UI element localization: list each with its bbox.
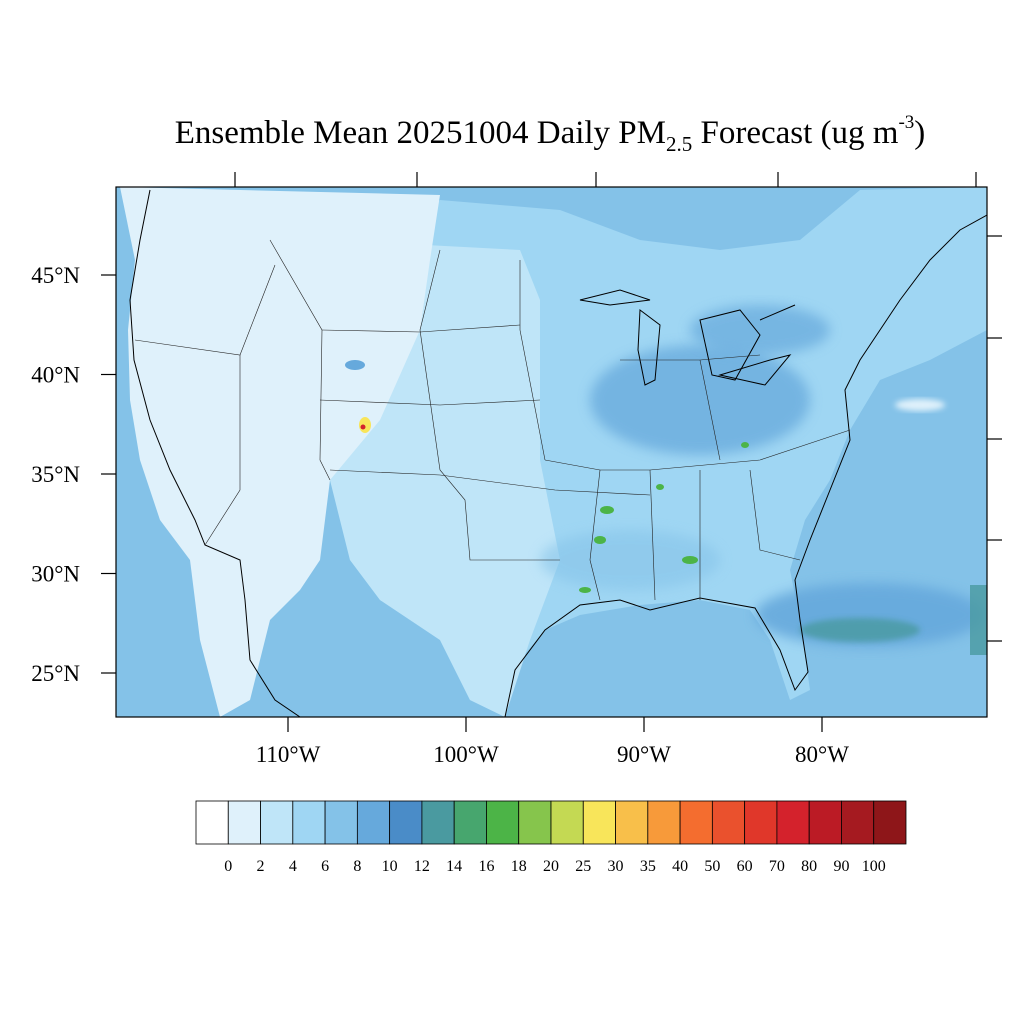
longitude-axis: 110°W 100°W 90°W 80°W (256, 717, 849, 767)
colorbar-label-8: 8 (353, 858, 361, 875)
colorbar-swatch-18 (776, 800, 810, 845)
hotspot-gulf-coast (579, 587, 591, 593)
lon-label-110: 110°W (256, 742, 321, 767)
colorbar-label-12: 12 (414, 858, 430, 875)
map-frame (115, 186, 988, 718)
lat-label-30: 30°N (31, 562, 80, 587)
colorbar-label-14: 14 (446, 858, 462, 875)
colorbar-label-35: 35 (640, 858, 656, 875)
hotspot-tennessee (656, 484, 664, 490)
colorbar-label-10: 10 (382, 858, 398, 875)
colorbar-label-70: 70 (769, 858, 785, 875)
lon-label-80: 80°W (795, 742, 849, 767)
colorbar-swatch-11 (550, 800, 584, 845)
hotspot-louisiana (594, 536, 606, 544)
lake-michigan (637, 309, 661, 386)
colorbar-swatch-6 (389, 800, 423, 845)
colorbar-swatch-9 (486, 800, 520, 845)
colorbar-swatch-12 (582, 800, 616, 845)
lat-label-35: 35°N (31, 462, 80, 487)
colorbar-label-0: 0 (224, 858, 232, 875)
colorbar-label-60: 60 (737, 858, 753, 875)
hotspot-kentucky (741, 442, 749, 448)
colorbar-swatch-5 (356, 800, 391, 845)
colorbar-swatch-16 (711, 800, 746, 845)
title-main: Ensemble Mean 20251004 Daily PM (174, 115, 666, 151)
colorbar-swatch-3 (292, 800, 326, 845)
colorbar-swatch-10 (518, 800, 552, 845)
colorbar-label-6: 6 (321, 858, 329, 875)
great-lakes-haze (690, 305, 830, 355)
atlantic-edge-core (970, 585, 987, 655)
lake-huron (699, 309, 761, 381)
colorbar-swatch-21 (873, 800, 907, 845)
boundaries (129, 189, 987, 717)
colorbar-swatch-15 (679, 800, 713, 845)
hotspot-alabama (682, 556, 698, 564)
colorbar-swatch-1 (227, 800, 261, 845)
atlantic-gulf-coastline (504, 214, 987, 717)
colorbar-swatch-19 (808, 800, 842, 845)
colorbar-swatch-2 (260, 800, 294, 845)
hotspot-colorado-peak (360, 424, 366, 430)
colorbar-swatch-14 (647, 800, 681, 845)
colorbar-label-40: 40 (672, 858, 688, 875)
latitude-axis: 45°N 40°N 35°N 30°N 25°N (31, 263, 116, 686)
hotspot-arkansas (600, 506, 614, 514)
title-superscript: -3 (898, 112, 915, 133)
colorbar-label-50: 50 (704, 858, 720, 875)
colorbar-swatch-4 (324, 800, 358, 845)
map-area (116, 187, 987, 717)
hotspot-colorado (359, 417, 371, 433)
colorbar-label-2: 2 (257, 858, 265, 875)
colorbar-label-80: 80 (801, 858, 817, 875)
map-title: Ensemble Mean 20251004 Daily PM2.5 Forec… (0, 112, 1024, 157)
ohio-valley-haze (590, 345, 810, 455)
southeast-haze (540, 530, 720, 590)
colorbar-swatch-20 (841, 800, 875, 845)
colorbar-swatch-13 (615, 800, 649, 845)
colorbar-label-30: 30 (608, 858, 624, 875)
clean-air-patch (895, 399, 945, 411)
state-borders (134, 239, 851, 601)
colorbar-swatch-8 (453, 800, 487, 845)
lon-label-90: 90°W (617, 742, 671, 767)
pacific-coastline (129, 189, 301, 717)
colorbar-label-4: 4 (289, 858, 297, 875)
lake-superior (579, 289, 651, 306)
lake-erie (718, 354, 792, 386)
colorbar: 0 2 4 6 8 10 12 14 16 18 20 25 30 35 40 50 60 70 80 90 100 (195, 800, 907, 875)
frame-ticks (234, 172, 1002, 642)
colorbar-label-90: 90 (833, 858, 849, 875)
colorbar-label-100: 100 (862, 858, 886, 875)
colorbar-label-25: 25 (575, 858, 591, 875)
western-land (120, 187, 440, 717)
colorbar-swatch-0 (195, 800, 229, 845)
lon-label-100: 100°W (433, 742, 499, 767)
hotspot-wyoming (345, 360, 365, 370)
colorbar-label-16: 16 (478, 858, 494, 875)
colorbar-swatch-17 (744, 800, 778, 845)
lat-label-45: 45°N (31, 263, 80, 288)
lat-label-25: 25°N (31, 661, 80, 686)
lake-ontario (759, 304, 796, 321)
colorbar-label-20: 20 (543, 858, 559, 875)
title-subscript: 2.5 (666, 132, 693, 156)
title-end: ) (914, 115, 926, 151)
title-middle: Forecast (ug m (692, 115, 899, 151)
hotspots (345, 360, 749, 593)
colorbar-label-18: 18 (511, 858, 527, 875)
lat-label-40: 40°N (31, 363, 80, 388)
colorbar-swatch-7 (421, 800, 455, 845)
atlantic-core (800, 618, 920, 642)
